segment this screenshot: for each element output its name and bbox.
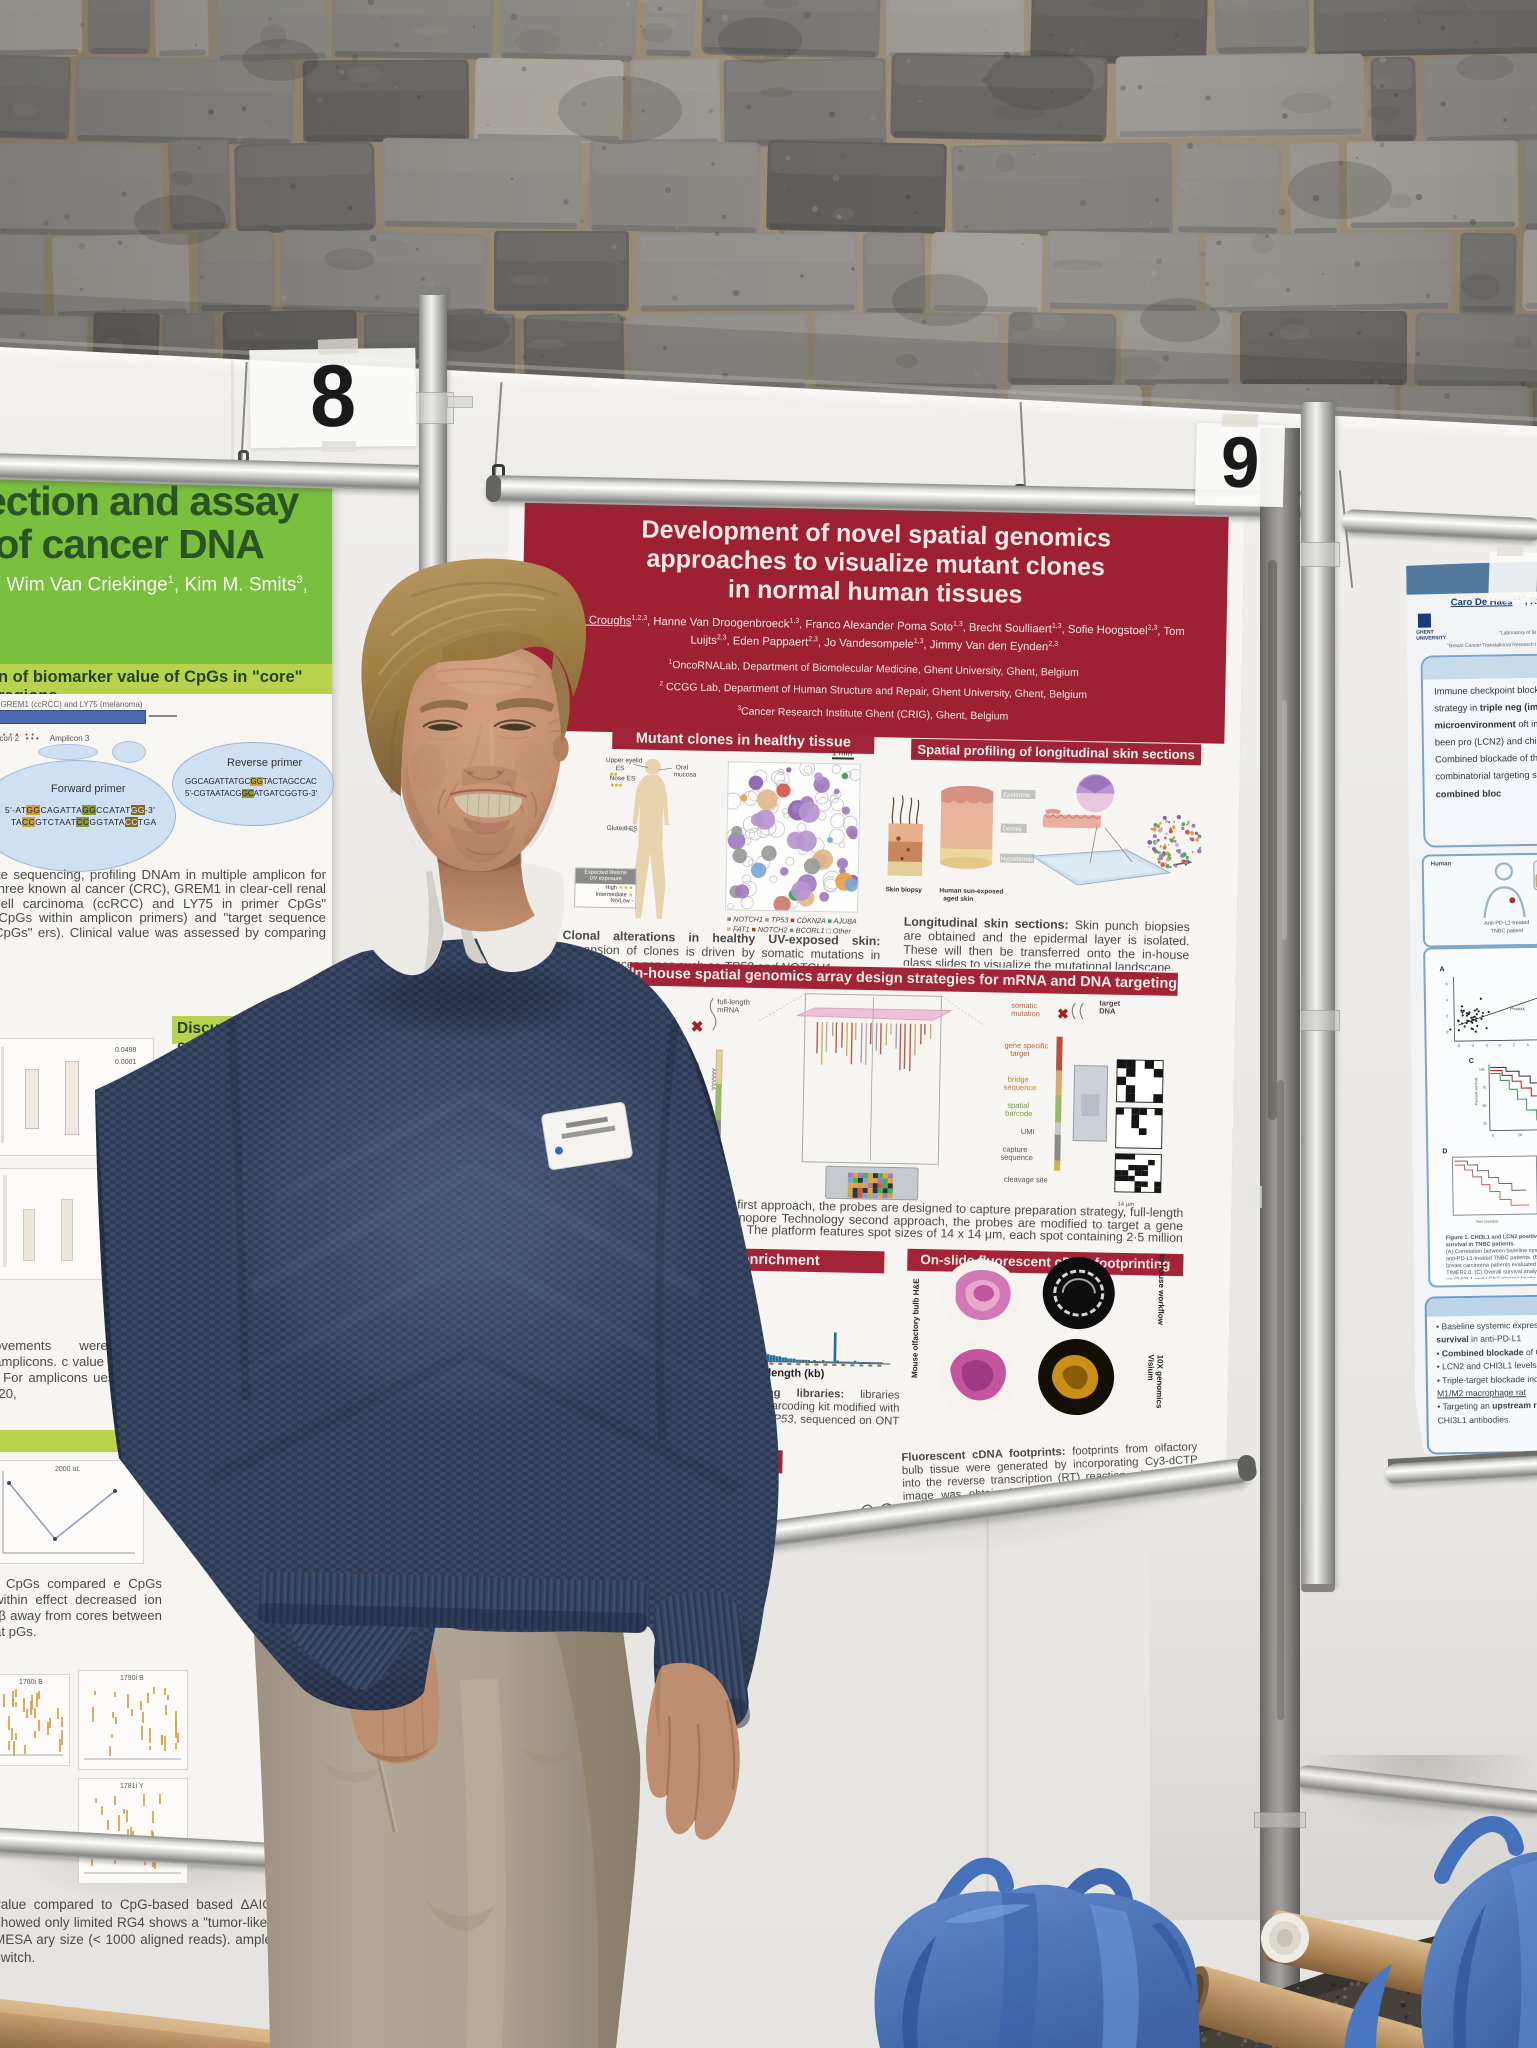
svg-text:DNA: DNA: [1099, 1006, 1116, 1015]
svg-text:Oral: Oral: [676, 764, 689, 771]
svg-text:Time (months): Time (months): [1475, 1220, 1498, 1224]
svg-text:Nose ES: Nose ES: [609, 775, 635, 783]
svg-text:mutation: mutation: [1011, 1009, 1040, 1019]
svg-text:capture: capture: [1002, 1145, 1027, 1154]
svg-text:2: 2: [1446, 1014, 1448, 1018]
svg-text:2: 2: [1513, 1043, 1515, 1047]
svg-text:Percent survival: Percent survival: [1474, 1078, 1478, 1105]
svg-text:20: 20: [1518, 1133, 1522, 1137]
svg-text:on CHI3L1 and LCN2 plasma leve: on CHI3L1 and LCN2 plasma levels. (D-E) …: [1446, 1275, 1537, 1279]
svg-text:0: 0: [1446, 1030, 1448, 1034]
svg-text:✖: ✖: [691, 1019, 704, 1036]
svg-text:-4: -4: [1471, 1044, 1474, 1048]
svg-text:(A) Correlation between baseli: (A) Correlation between baseline systemi…: [1446, 1247, 1537, 1255]
svg-text:-6: -6: [1457, 1044, 1460, 1048]
svg-text:cleavage site: cleavage site: [1004, 1175, 1048, 1185]
svg-text:breast carcinoma patients eval: breast carcinoma patients evaluated in p…: [1446, 1261, 1537, 1269]
svg-text:sequence: sequence: [1000, 1153, 1033, 1163]
svg-text:anti-PD-L1-treated TNBC patien: anti-PD-L1-treated TNBC patients. (B) Co…: [1446, 1254, 1537, 1262]
svg-text:Figure 1. CHI3L1 and LCN2 posi: Figure 1. CHI3L1 and LCN2 positively cor…: [1446, 1233, 1537, 1241]
svg-text:gene specific: gene specific: [1004, 1041, 1048, 1051]
svg-text:aged skin: aged skin: [943, 895, 973, 903]
svg-text:spatial: spatial: [1007, 1101, 1029, 1110]
svg-text:Epidermis: Epidermis: [1003, 793, 1030, 800]
svg-text:target: target: [1099, 998, 1121, 1007]
svg-text:-2: -2: [1485, 1044, 1488, 1048]
svg-text:C: C: [1469, 1058, 1474, 1065]
svg-text:target: target: [1010, 1049, 1030, 1058]
svg-text:full-length: full-length: [717, 997, 750, 1007]
svg-text:1790i B: 1790i B: [120, 1675, 144, 1682]
svg-text:✖: ✖: [1057, 1006, 1069, 1022]
svg-text:Gluteal ES: Gluteal ES: [607, 825, 639, 833]
svg-text:bridge: bridge: [1008, 1075, 1029, 1084]
svg-text:TIMER2.0. (C) Overall survival: TIMER2.0. (C) Overall survival analysis …: [1446, 1268, 1537, 1276]
svg-text:25: 25: [1483, 1122, 1487, 1126]
svg-text:somatic: somatic: [1011, 1001, 1037, 1010]
svg-text:0: 0: [1499, 1043, 1501, 1047]
svg-text:6: 6: [1446, 982, 1448, 986]
svg-text:ES: ES: [616, 765, 625, 772]
svg-text:barcode: barcode: [1005, 1109, 1032, 1119]
svg-text:D: D: [1442, 1148, 1447, 1155]
svg-text:Hypodermis: Hypodermis: [1001, 857, 1033, 864]
svg-text:75: 75: [1482, 1086, 1486, 1090]
svg-text:survival in TNBC patients.: survival in TNBC patients.: [1446, 1241, 1516, 1248]
svg-text:14 μm: 14 μm: [1117, 1202, 1134, 1208]
svg-text:4: 4: [1446, 998, 1448, 1002]
svg-text:Human sun-exposed: Human sun-exposed: [939, 887, 1003, 895]
svg-text:Dermis: Dermis: [1003, 827, 1022, 833]
svg-text:2000 uL: 2000 uL: [55, 1466, 80, 1473]
svg-text:A: A: [1439, 966, 1444, 973]
svg-text:Skin biopsy: Skin biopsy: [885, 886, 922, 894]
svg-text:100: 100: [1479, 1068, 1485, 1072]
svg-text:mucosa: mucosa: [674, 771, 697, 778]
svg-text:1781i Y: 1781i Y: [120, 1783, 144, 1790]
svg-text:1780i B: 1780i B: [19, 1679, 43, 1686]
svg-text:P=xxxx: P=xxxx: [1510, 1006, 1525, 1011]
svg-text:UMI: UMI: [1021, 1127, 1035, 1136]
svg-text:AAAAAA: AAAAAA: [710, 1068, 716, 1090]
svg-text:sequence: sequence: [1004, 1083, 1037, 1093]
svg-text:50: 50: [1483, 1104, 1487, 1108]
svg-text:0: 0: [1492, 1134, 1494, 1138]
svg-text:4: 4: [1527, 1043, 1529, 1047]
svg-text:mRNA: mRNA: [717, 1005, 739, 1014]
svg-text:Upper eyelid: Upper eyelid: [606, 757, 643, 765]
